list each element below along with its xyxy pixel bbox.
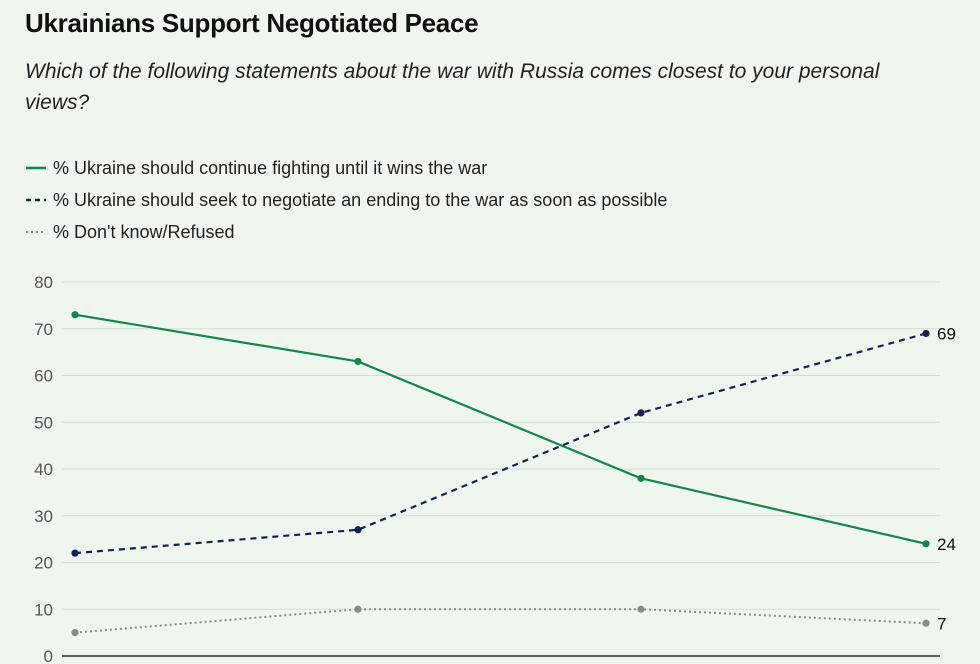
data-point <box>354 605 362 613</box>
y-tick-label: 60 <box>34 367 53 386</box>
data-point <box>71 549 79 557</box>
legend-label: % Ukraine should continue fighting until… <box>53 157 488 178</box>
series-line-0 <box>74 313 927 545</box>
y-tick-label: 20 <box>34 554 53 573</box>
data-point <box>354 357 362 366</box>
data-point <box>71 629 79 637</box>
data-point <box>637 605 645 613</box>
y-tick-label: 70 <box>34 320 53 339</box>
y-tick-label: 0 <box>44 647 53 664</box>
legend-swatch-solid <box>26 166 46 170</box>
y-tick-label: 40 <box>34 460 53 479</box>
end-value-label: 24 <box>937 535 956 554</box>
y-tick-label: 50 <box>34 413 53 432</box>
data-point <box>922 619 930 627</box>
data-point <box>354 526 362 534</box>
chart-legend: % Ukraine should continue fighting until… <box>25 152 667 248</box>
y-tick-label: 80 <box>34 273 53 292</box>
series-line-2 <box>74 608 927 634</box>
legend-swatch-dotted <box>26 231 46 233</box>
chart-subtitle: Which of the following statements about … <box>25 60 880 114</box>
data-point <box>922 329 930 338</box>
series-line-1 <box>74 332 927 555</box>
legend-swatch-dashed <box>26 198 46 202</box>
legend-item-negotiate: % Ukraine should seek to negotiate an en… <box>25 184 667 216</box>
data-point <box>71 311 79 319</box>
y-tick-label: 10 <box>34 600 53 619</box>
legend-label: % Don't know/Refused <box>53 221 235 242</box>
data-point <box>922 540 930 548</box>
chart-title: Ukrainians Support Negotiated Peace <box>25 8 479 38</box>
end-value-label: 69 <box>937 324 956 343</box>
legend-item-dont-know: % Don't know/Refused <box>25 216 667 248</box>
end-value-label: 7 <box>937 614 946 633</box>
legend-item-continue-fighting: % Ukraine should continue fighting until… <box>25 152 667 184</box>
y-tick-label: 30 <box>34 507 53 526</box>
legend-label: % Ukraine should seek to negotiate an en… <box>53 189 668 210</box>
data-point <box>637 474 645 482</box>
data-point <box>637 409 645 417</box>
